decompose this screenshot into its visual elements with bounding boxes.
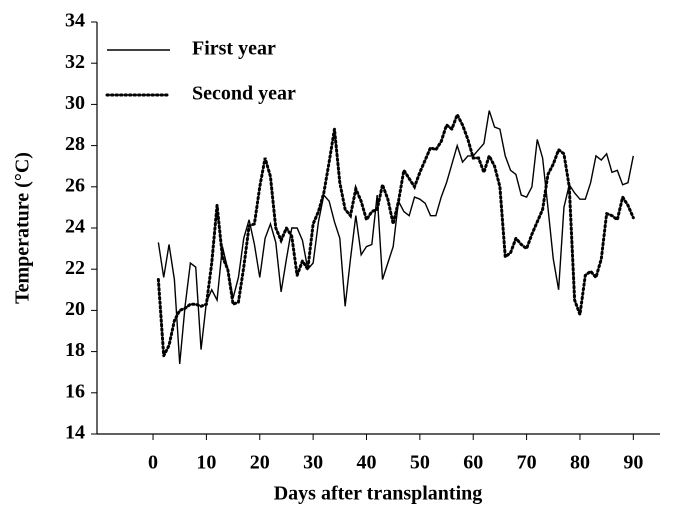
legend-label: Second year <box>192 83 296 105</box>
series-line <box>156 110 635 362</box>
y-tick-label: 22 <box>65 257 85 279</box>
x-tick-label: 0 <box>148 452 158 474</box>
x-tick-label: 20 <box>250 452 270 474</box>
x-tick-label: 80 <box>570 452 590 474</box>
x-tick-label: 90 <box>623 452 643 474</box>
x-axis-label: Days after transplanting <box>274 483 483 505</box>
x-tick-label: 30 <box>303 452 323 474</box>
y-tick-label: 34 <box>65 10 85 32</box>
y-tick-label: 28 <box>65 133 85 155</box>
x-tick-label: 70 <box>517 452 537 474</box>
x-tick-label: 50 <box>410 452 430 474</box>
legend-label: First year <box>192 38 276 60</box>
series-line <box>157 110 635 365</box>
y-tick-label: 14 <box>65 422 85 444</box>
y-tick-label: 32 <box>65 51 85 73</box>
x-tick-label: 10 <box>196 452 216 474</box>
x-tick-label: 40 <box>356 452 376 474</box>
y-tick-label: 30 <box>65 92 85 114</box>
y-tick-label: 26 <box>65 174 85 196</box>
x-tick-label: 60 <box>463 452 483 474</box>
y-tick-label: 18 <box>65 339 85 361</box>
y-tick-label: 16 <box>65 380 85 402</box>
y-tick-label: 24 <box>65 216 85 238</box>
y-axis-label: Temperature (°C) <box>12 152 34 304</box>
y-tick-label: 20 <box>65 298 85 320</box>
